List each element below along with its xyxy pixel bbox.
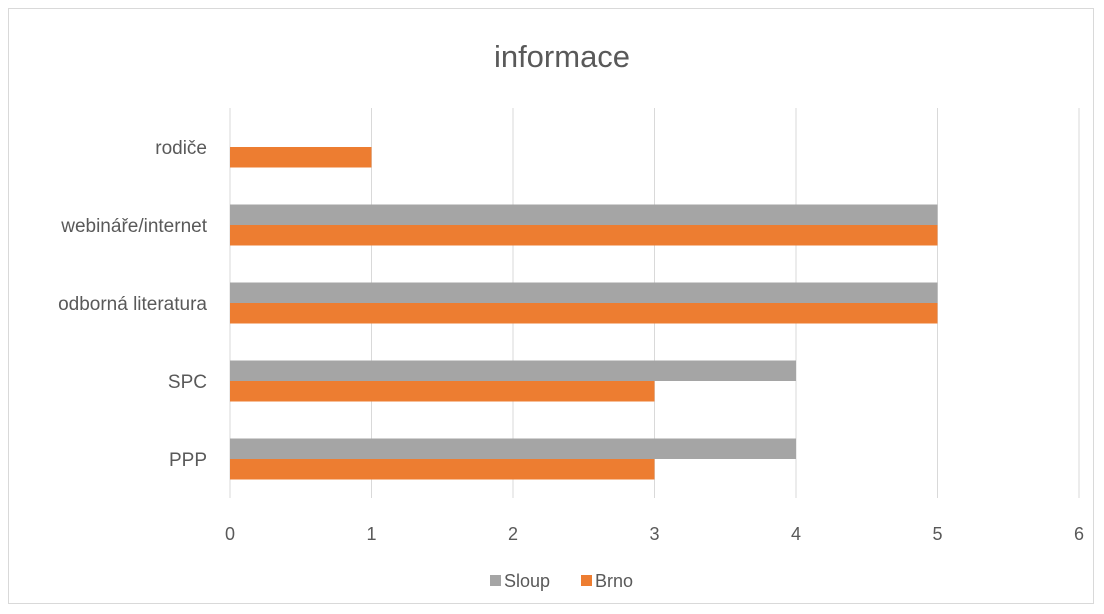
- x-tick-label-3: 3: [649, 524, 659, 544]
- category-label-rodice: rodiče: [155, 138, 207, 159]
- bar-sloup-spc: [230, 360, 796, 381]
- x-tick-label-1: 1: [366, 524, 376, 544]
- legend-label-brno: Brno: [595, 571, 633, 591]
- category-label-ppp: PPP: [169, 450, 207, 471]
- x-tick-label-4: 4: [791, 524, 801, 544]
- legend-label-sloup: Sloup: [504, 571, 550, 591]
- bar-brno-rodice: [230, 147, 372, 168]
- bar-sloup-odborna-literatura: [230, 282, 938, 303]
- category-label-spc: SPC: [168, 372, 207, 393]
- x-axis-tick-labels: 0 1 2 3 4 5 6: [225, 524, 1084, 544]
- category-label-odborna-literatura: odborná literatura: [58, 294, 207, 315]
- legend-swatch-brno: [581, 575, 592, 586]
- category-label-webinare-internet: webináře/internet: [60, 216, 207, 237]
- legend: Sloup Brno: [490, 571, 633, 591]
- bar-brno-webinare-internet: [230, 225, 938, 246]
- bar-brno-ppp: [230, 459, 655, 480]
- x-tick-label-6: 6: [1074, 524, 1084, 544]
- x-tick-label-0: 0: [225, 524, 235, 544]
- x-tick-label-5: 5: [932, 524, 942, 544]
- bars: [230, 147, 938, 480]
- legend-swatch-sloup: [490, 575, 501, 586]
- category-labels: PPP SPC odborná literatura webináře/interne…: [58, 138, 208, 471]
- bar-sloup-webinare-internet: [230, 204, 938, 225]
- bar-sloup-ppp: [230, 438, 796, 459]
- bar-brno-odborna-literatura: [230, 303, 938, 324]
- chart-title: informace: [494, 39, 630, 74]
- bar-brno-spc: [230, 381, 655, 402]
- x-tick-label-2: 2: [508, 524, 518, 544]
